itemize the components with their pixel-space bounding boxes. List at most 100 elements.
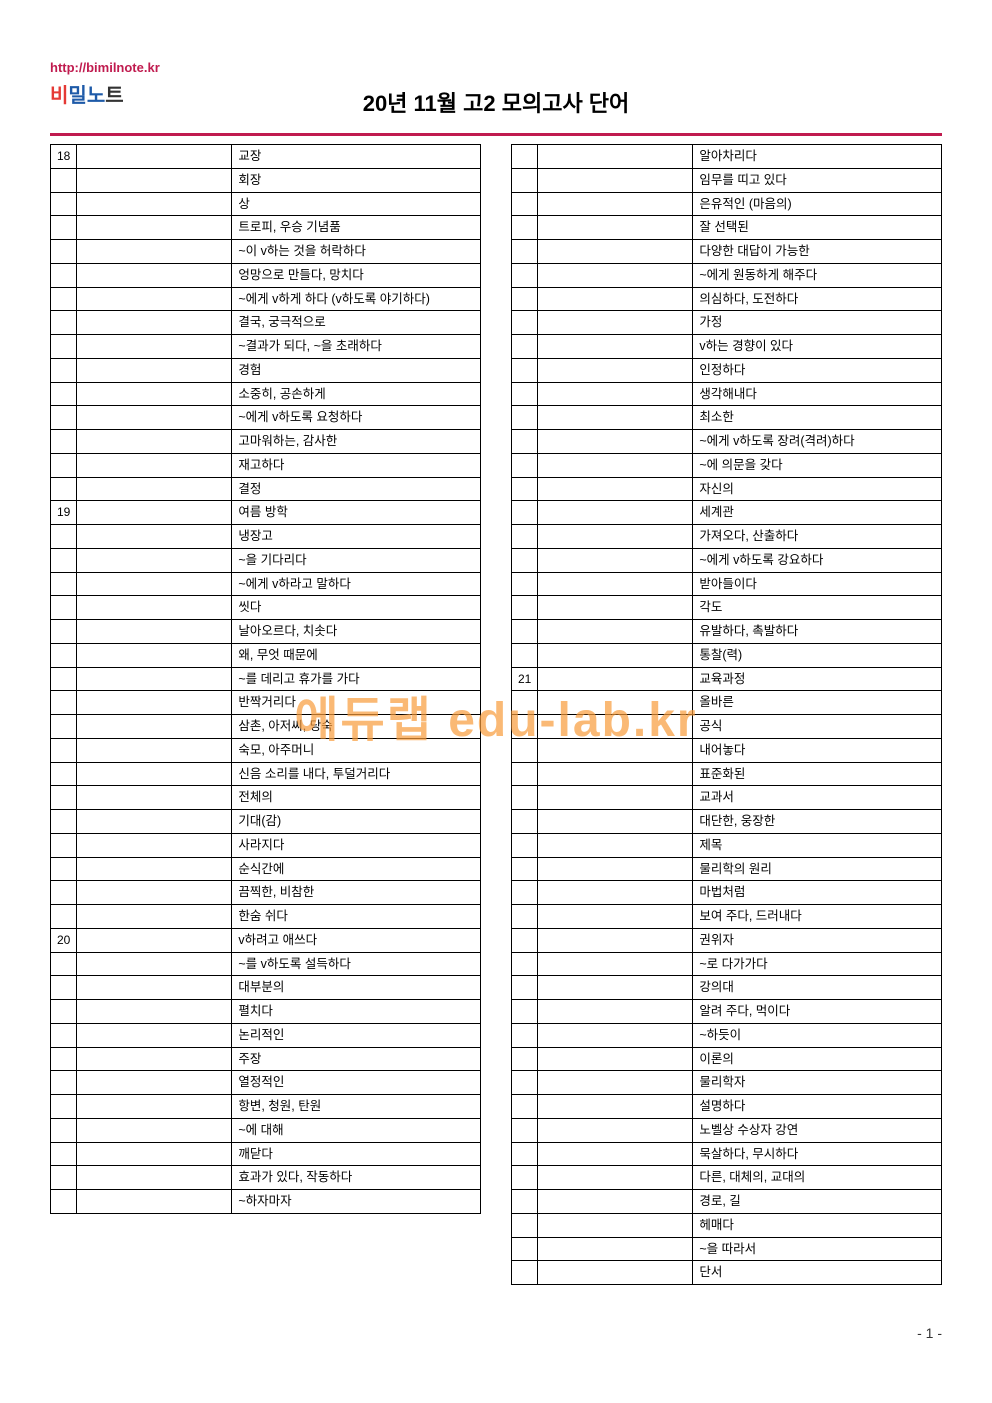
row-number-cell — [512, 976, 538, 1000]
row-number-cell — [512, 168, 538, 192]
table-row: 고마워하는, 감사한 — [51, 430, 481, 454]
term-cell — [538, 287, 693, 311]
table-row: 물리학자 — [512, 1071, 942, 1095]
definition-cell: 고마워하는, 감사한 — [232, 430, 481, 454]
definition-cell: 알려 주다, 먹이다 — [693, 1000, 942, 1024]
term-cell — [77, 382, 232, 406]
term-cell — [77, 905, 232, 929]
table-row: 결국, 궁극적으로 — [51, 311, 481, 335]
row-number-cell — [512, 1213, 538, 1237]
definition-cell: ~하듯이 — [693, 1023, 942, 1047]
table-row: 묵살하다, 무시하다 — [512, 1142, 942, 1166]
definition-cell: ~를 v하도록 설득하다 — [232, 952, 481, 976]
definition-cell: ~결과가 되다, ~을 초래하다 — [232, 335, 481, 359]
definition-cell: 숙모, 아주머니 — [232, 738, 481, 762]
row-number-cell — [51, 1166, 77, 1190]
table-row: 설명하다 — [512, 1095, 942, 1119]
row-number-cell — [512, 1261, 538, 1285]
definition-cell: 유발하다, 촉발하다 — [693, 620, 942, 644]
term-cell — [77, 335, 232, 359]
table-row: 단서 — [512, 1261, 942, 1285]
table-row: 경로, 길 — [512, 1190, 942, 1214]
table-row: 받아들이다 — [512, 572, 942, 596]
definition-cell: 가정 — [693, 311, 942, 335]
definition-cell: ~을 기다리다 — [232, 548, 481, 572]
term-cell — [77, 240, 232, 264]
row-number-cell — [51, 525, 77, 549]
row-number-cell — [512, 1166, 538, 1190]
row-number-cell — [512, 216, 538, 240]
row-number-cell — [512, 501, 538, 525]
term-cell — [77, 810, 232, 834]
term-cell — [538, 548, 693, 572]
row-number-cell — [512, 525, 538, 549]
term-cell — [538, 311, 693, 335]
term-cell — [538, 477, 693, 501]
row-number-cell — [51, 1190, 77, 1214]
definition-cell: 설명하다 — [693, 1095, 942, 1119]
term-cell — [538, 430, 693, 454]
table-row: ~를 v하도록 설득하다 — [51, 952, 481, 976]
row-number-cell — [512, 1237, 538, 1261]
definition-cell: 권위자 — [693, 928, 942, 952]
row-number-cell — [512, 335, 538, 359]
term-cell — [538, 263, 693, 287]
definition-cell: ~에게 v하라고 말하다 — [232, 572, 481, 596]
table-row: 순식간에 — [51, 857, 481, 881]
term-cell — [77, 168, 232, 192]
definition-cell: 끔찍한, 비참한 — [232, 881, 481, 905]
term-cell — [538, 1213, 693, 1237]
table-row: 엉망으로 만들다, 망치다 — [51, 263, 481, 287]
row-number-cell — [512, 905, 538, 929]
table-row: 제목 — [512, 833, 942, 857]
table-row: 공식 — [512, 715, 942, 739]
row-number-cell — [512, 691, 538, 715]
definition-cell: 알아차리다 — [693, 145, 942, 169]
row-number-cell — [512, 477, 538, 501]
term-cell — [538, 453, 693, 477]
row-number-cell — [51, 406, 77, 430]
definition-cell: 신음 소리를 내다, 투덜거리다 — [232, 762, 481, 786]
term-cell — [538, 691, 693, 715]
definition-cell: 물리학의 원리 — [693, 857, 942, 881]
row-number-cell — [51, 881, 77, 905]
table-row: 알려 주다, 먹이다 — [512, 1000, 942, 1024]
row-number-cell — [51, 168, 77, 192]
definition-cell: 묵살하다, 무시하다 — [693, 1142, 942, 1166]
definition-cell: 열정적인 — [232, 1071, 481, 1095]
table-row: 생각해내다 — [512, 382, 942, 406]
term-cell — [538, 1142, 693, 1166]
definition-cell: 교육과정 — [693, 667, 942, 691]
table-row: ~하듯이 — [512, 1023, 942, 1047]
term-cell — [77, 1071, 232, 1095]
definition-cell: 받아들이다 — [693, 572, 942, 596]
definition-cell: 보여 주다, 드러내다 — [693, 905, 942, 929]
term-cell — [538, 857, 693, 881]
row-number-cell — [51, 1047, 77, 1071]
term-cell — [77, 453, 232, 477]
row-number-cell — [51, 1118, 77, 1142]
term-cell — [538, 786, 693, 810]
definition-cell: 은유적인 (마음의) — [693, 192, 942, 216]
definition-cell: 냉장고 — [232, 525, 481, 549]
row-number-cell — [512, 192, 538, 216]
term-cell — [77, 1000, 232, 1024]
table-row: 한숨 쉬다 — [51, 905, 481, 929]
definition-cell: ~하자마자 — [232, 1190, 481, 1214]
row-number-cell — [512, 311, 538, 335]
content-wrapper: 에듀랩 edu-lab.kr 18교장회장상트로피, 우승 기념품~이 v하는 … — [50, 144, 942, 1285]
term-cell — [538, 715, 693, 739]
table-row: ~을 기다리다 — [51, 548, 481, 572]
row-number-cell — [51, 382, 77, 406]
definition-cell: 단서 — [693, 1261, 942, 1285]
row-number-cell — [51, 762, 77, 786]
table-row: 숙모, 아주머니 — [51, 738, 481, 762]
table-row: 반짝거리다 — [51, 691, 481, 715]
definition-cell: ~에게 원동하게 해주다 — [693, 263, 942, 287]
table-row: 경험 — [51, 358, 481, 382]
row-number-cell — [51, 287, 77, 311]
row-number-cell — [512, 406, 538, 430]
row-number-cell — [512, 881, 538, 905]
definition-cell: ~에게 v하도록 강요하다 — [693, 548, 942, 572]
term-cell — [77, 501, 232, 525]
